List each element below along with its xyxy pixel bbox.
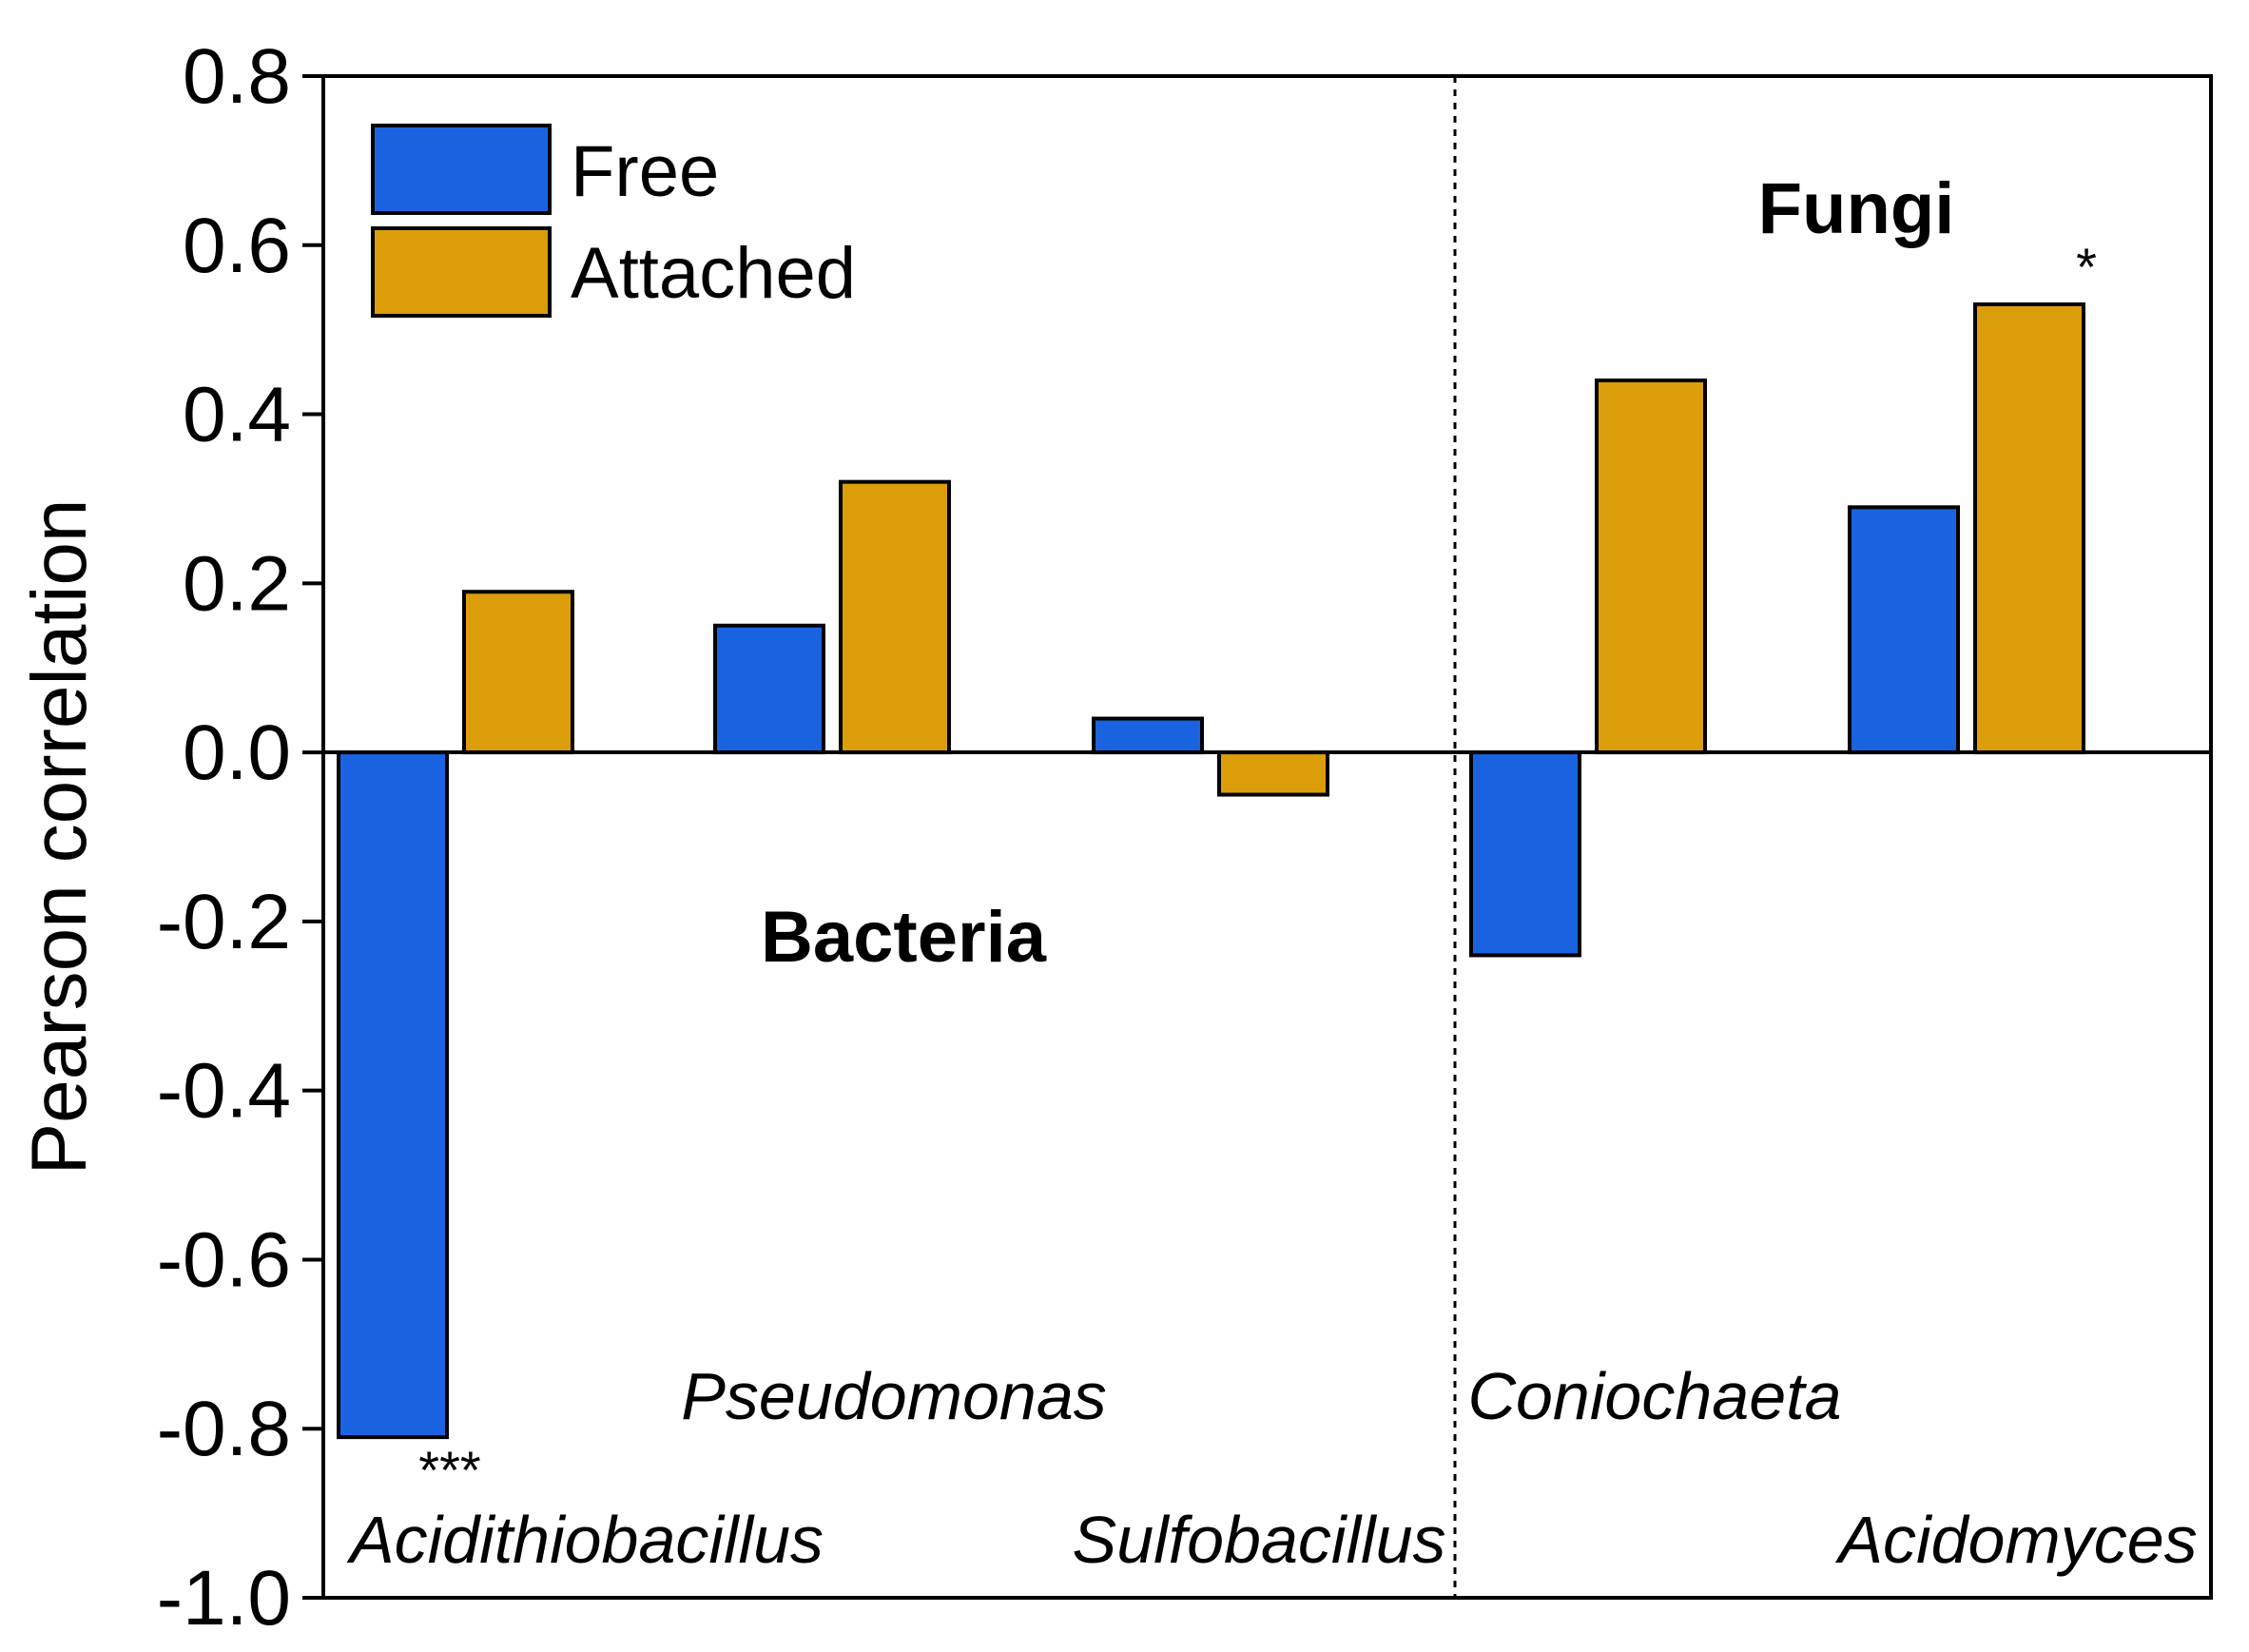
y-tick-label: -0.4 — [157, 1048, 291, 1135]
y-tick-label: -0.2 — [157, 879, 291, 965]
significance-mark-acidomyces-attached: * — [2076, 237, 2097, 297]
bar-attached-pseudomonas — [839, 479, 951, 755]
category-label-pseudomonas: Pseudomonas — [681, 1359, 1107, 1433]
bar-attached-sulfobacillus — [1217, 750, 1329, 797]
bar-free-coniochaeta — [1469, 750, 1581, 958]
y-tick-label: -0.8 — [157, 1386, 291, 1472]
bar-attached-acidithiobacillus — [462, 590, 574, 755]
y-tick-label: 0.4 — [183, 372, 291, 458]
category-label-sulfobacillus: Sulfobacillus — [1073, 1503, 1446, 1577]
y-axis-title: Pearson correlation — [16, 498, 103, 1175]
y-tick-label: 0.6 — [183, 203, 291, 289]
bar-free-acidomyces — [1848, 505, 1960, 755]
y-axis: 0.8 0.6 0.4 0.2 0.0 -0.2 -0.4 -0.6 -0.8 -1.0 — [157, 33, 323, 1642]
legend-label-free: Free — [571, 131, 719, 212]
group-label-bacteria: Bacteria — [761, 897, 1047, 978]
bar-free-pseudomonas — [713, 623, 825, 755]
category-label-acidomyces: Acidomyces — [1834, 1503, 2197, 1577]
group-label-fungi: Fungi — [1758, 168, 1955, 249]
y-tick-label: 0.0 — [183, 709, 291, 796]
y-tick-label: -1.0 — [157, 1555, 291, 1642]
bar-free-sulfobacillus — [1092, 716, 1204, 755]
bar-attached-acidomyces — [1973, 302, 2085, 755]
bar-attached-coniochaeta — [1595, 379, 1707, 755]
legend: Free Attached — [371, 124, 856, 318]
y-tick-label: -0.6 — [157, 1216, 291, 1303]
category-label-coniochaeta: Coniochaeta — [1467, 1359, 1841, 1433]
legend-label-attached: Attached — [571, 233, 856, 314]
plot-frame — [321, 74, 2213, 1600]
legend-swatch-attached — [371, 226, 552, 318]
y-tick-label: 0.2 — [183, 540, 291, 627]
bar-free-acidithiobacillus — [337, 750, 449, 1440]
bars-layer — [337, 302, 2085, 1440]
y-tick-label: 0.8 — [183, 33, 291, 120]
plot-area — [323, 76, 2211, 1598]
category-label-acidithiobacillus: Acidithiobacillus — [346, 1503, 824, 1577]
significance-mark-acidithiobacillus-free: *** — [418, 1440, 480, 1500]
legend-swatch-free — [371, 124, 552, 215]
